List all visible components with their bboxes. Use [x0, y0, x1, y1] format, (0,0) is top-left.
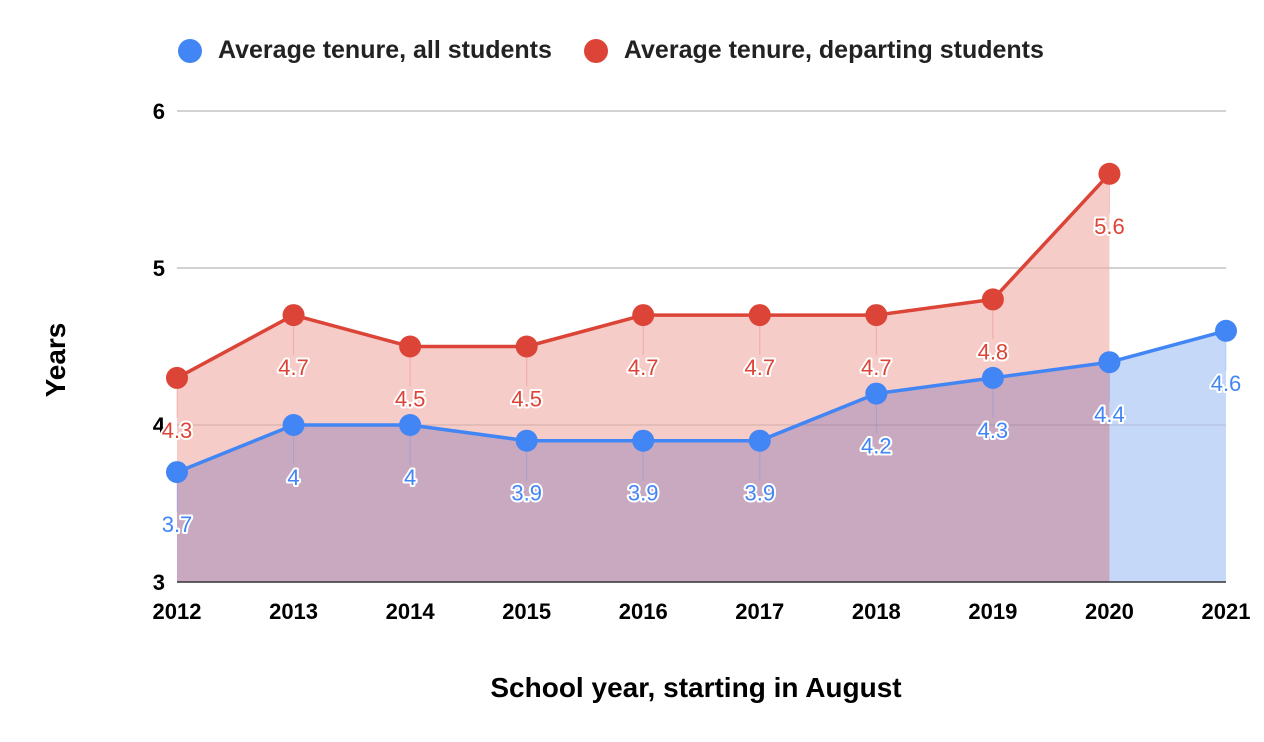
legend-marker-departing-students	[583, 38, 608, 63]
y-tick-label: 3	[153, 570, 165, 595]
point-all-students	[1215, 319, 1237, 342]
data-label-departing-students: 4.7	[744, 355, 775, 380]
data-label-all-students: 4	[404, 465, 416, 490]
data-label-departing-students: 4.5	[395, 387, 426, 412]
x-tick-label: 2021	[1202, 599, 1251, 624]
point-all-students	[515, 429, 538, 452]
x-tick-label: 2018	[852, 599, 901, 624]
data-label-all-students: 4.4	[1094, 402, 1125, 427]
x-tick-label: 2016	[619, 599, 668, 624]
point-departing-students	[166, 366, 188, 389]
area-overlap	[177, 362, 1110, 582]
point-departing-students	[748, 304, 771, 327]
data-label-all-students: 3.9	[511, 481, 542, 506]
point-departing-students	[282, 304, 305, 327]
x-tick-label: 2017	[735, 599, 784, 624]
data-label-departing-students: 4.7	[628, 355, 659, 380]
legend: Average tenure, all students Average ten…	[178, 36, 1076, 65]
x-tick-label: 2019	[968, 599, 1017, 624]
data-label-departing-students: 4.7	[278, 355, 309, 380]
point-all-students	[166, 461, 188, 484]
data-label-all-students: 3.9	[744, 481, 775, 506]
y-tick-label: 6	[153, 99, 165, 124]
point-all-students	[981, 366, 1004, 389]
data-label-departing-students: 4.8	[978, 339, 1009, 364]
x-tick-label: 2020	[1085, 599, 1134, 624]
data-label-departing-students: 4.5	[511, 387, 542, 412]
legend-label-all-students: Average tenure, all students	[218, 36, 552, 64]
point-departing-students	[981, 288, 1004, 311]
x-tick-label: 2013	[269, 599, 318, 624]
line-all-students	[176, 329, 1227, 474]
data-label-departing-students: 5.6	[1094, 214, 1125, 239]
legend-item-departing-students: Average tenure, departing students	[583, 36, 1044, 65]
data-label-all-students: 4.6	[1211, 371, 1242, 396]
x-tick-label: 2015	[502, 599, 551, 624]
point-all-students	[632, 429, 655, 452]
point-departing-students	[865, 304, 888, 327]
point-all-students	[282, 414, 305, 436]
x-tick-label: 2014	[386, 599, 436, 624]
data-label-all-students: 3.7	[162, 512, 193, 537]
point-all-students	[399, 414, 422, 436]
point-departing-students	[515, 335, 538, 358]
point-departing-students	[399, 335, 422, 358]
data-label-all-students: 3.9	[628, 481, 659, 506]
legend-item-all-students: Average tenure, all students	[178, 36, 552, 65]
point-all-students	[748, 429, 771, 452]
data-label-all-students: 4	[287, 465, 299, 490]
legend-marker-all-students	[178, 38, 202, 63]
data-label-departing-students: 4.7	[861, 355, 892, 380]
data-label-all-students: 4.2	[861, 434, 892, 459]
point-all-students	[865, 382, 888, 405]
y-tick-label: 5	[153, 256, 165, 281]
y-tick-label: 4	[153, 413, 166, 438]
x-axis-title: School year, starting in August	[490, 672, 902, 703]
point-departing-students	[1098, 162, 1121, 185]
data-label-departing-students: 4.3	[162, 418, 193, 443]
point-all-students	[1098, 351, 1121, 374]
x-tick-label: 2012	[153, 599, 202, 624]
legend-label-departing-students: Average tenure, departing students	[623, 36, 1044, 64]
data-label-all-students: 4.3	[978, 418, 1009, 443]
point-departing-students	[632, 304, 655, 327]
